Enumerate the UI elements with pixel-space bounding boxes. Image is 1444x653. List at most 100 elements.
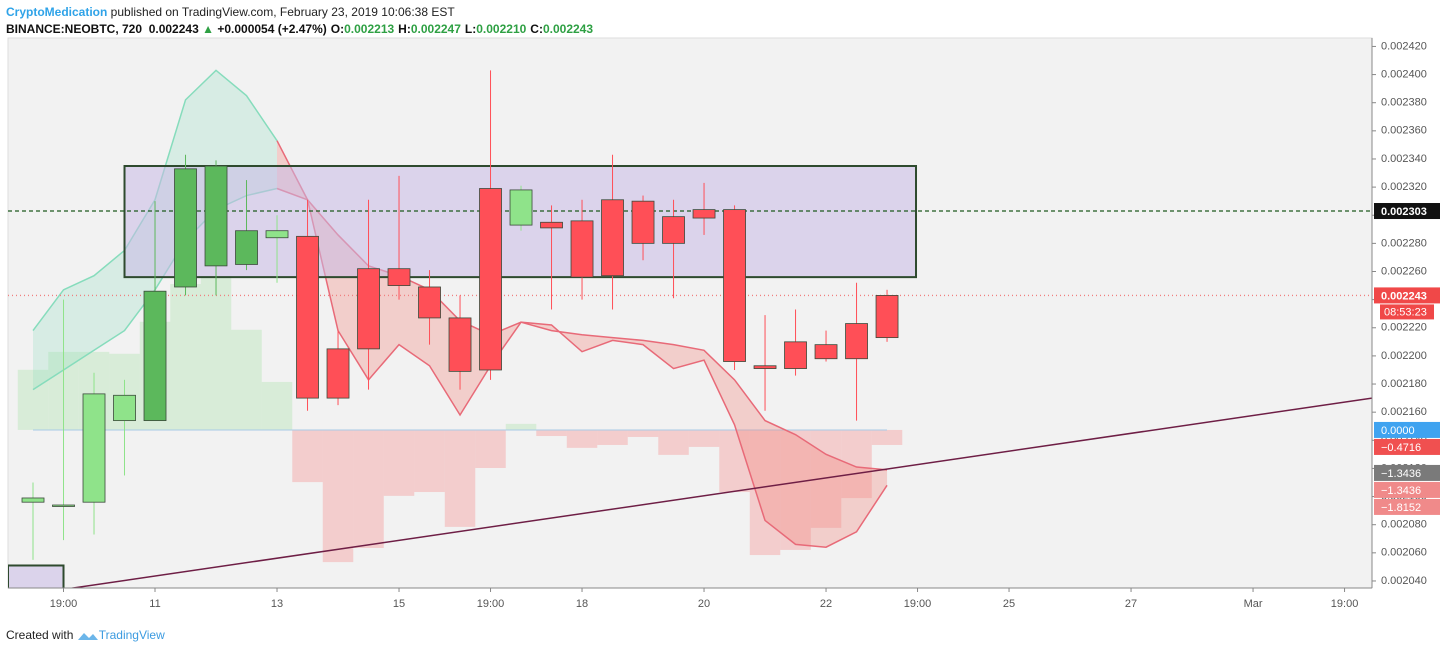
x-tick-label: 15 [393,598,405,610]
cloud-fill [277,140,888,548]
x-tick-label: 19:00 [1331,598,1359,610]
candle-body [326,348,350,399]
y-tick-label: 0.002420 [1381,40,1427,52]
price-label-box [1374,203,1440,220]
candle-body [875,295,899,339]
last: 0.002243 [148,22,199,36]
axes: 0.0020400.0020600.0020800.0021000.002120… [50,40,1440,610]
osc-bar [780,429,811,550]
candle-body [601,199,624,277]
osc-label-box [1374,438,1440,455]
osc-label: 0.0000 [1381,425,1415,437]
osc-bar [688,429,720,447]
candle-body [357,268,380,350]
logo [77,632,98,640]
y-tick-label: 0.002200 [1381,350,1427,362]
price-label: 0.002303 [1381,206,1427,218]
osc-bar [749,429,781,556]
author[interactable]: CryptoMedication [6,5,108,19]
y-tick-label: 0.002080 [1381,519,1427,531]
countdown: 08:53:23 [1384,306,1427,318]
osc-label-box [1374,481,1440,498]
y-tick-label: 0.002060 [1381,547,1427,559]
x-tick-label: Mar [1244,598,1263,610]
osc-label-box [1374,498,1440,515]
plot-area [7,37,1373,589]
osc-label: −1.8152 [1381,502,1421,514]
footer: Created with TradingView [6,628,165,642]
candle-body [21,497,45,503]
ohlc-value: 0.002243 [542,22,594,36]
y-tick-label: 0.002040 [1381,575,1427,587]
candle-body [265,230,289,239]
ohlc-key: L: [464,22,477,36]
candle-body [479,188,502,371]
candle-body [631,200,655,244]
candle-body [662,216,685,244]
x-tick-label: 20 [698,598,710,610]
zone [8,564,65,588]
x-tick-label: 25 [1003,598,1015,610]
osc-bar [536,429,567,437]
candle-body [753,365,777,369]
ohlc-key: O: [330,22,345,36]
change: +0.000054 (+2.47%) [217,22,327,36]
x-tick-label: 13 [271,598,283,610]
x-tick-label: 19:00 [477,598,505,610]
candle-body [784,341,807,369]
y-tick-label: 0.002220 [1381,322,1427,334]
y-tick-label: 0.002180 [1381,378,1427,390]
x-tick-label: 19:00 [50,598,78,610]
osc-bar [292,429,323,483]
osc-bar [261,381,293,430]
ohlc-key: H: [398,22,411,36]
ohlc-value: 0.002213 [344,22,395,36]
candle-body [204,165,228,267]
candle-body [387,268,411,286]
osc-label: −1.3436 [1381,468,1421,480]
plot [8,69,1372,588]
osc-bar [414,429,445,493]
candle-body [418,286,441,319]
trendline [67,397,1372,588]
candle-body [723,209,746,362]
candle-body [692,209,716,219]
symbol: BINANCE:NEOBTC, 720 [6,22,143,36]
osc-bar [841,429,872,499]
y-tick-label: 0.002360 [1381,125,1427,137]
arrow: ▲ [202,22,214,36]
osc-bar [231,329,262,430]
y-tick-label: 0.002280 [1381,237,1427,249]
osc-label-box [1374,421,1440,438]
osc-bar [322,429,354,563]
osc-bar [566,429,598,448]
candle-body [814,344,838,360]
candle-body [143,290,167,422]
brand[interactable]: TradingView [98,628,165,642]
countdown-box [1380,304,1434,320]
osc-bar [170,284,201,430]
osc-label: −1.3436 [1381,485,1421,497]
candle-body [448,317,472,372]
x-tick-label: 19:00 [904,598,932,610]
candle-body [570,220,594,278]
candle-body [509,189,533,226]
price-label: 0.002243 [1381,290,1427,302]
osc-label-box [1374,464,1440,481]
candle-body [52,504,75,507]
y-tick-label: 0.002340 [1381,153,1427,165]
candle-body [82,393,106,503]
x-tick-label: 18 [576,598,588,610]
osc-label: −0.4716 [1381,442,1421,454]
osc-bar [475,429,506,469]
y-tick-label: 0.002160 [1381,406,1427,418]
osc-bar [17,369,49,430]
ohlc-key: C: [530,22,543,36]
osc-bar [597,429,628,445]
osc-bar [658,429,689,455]
ohlc-value: 0.002210 [476,22,527,36]
created: Created with [6,628,74,642]
osc-bar [200,276,232,430]
